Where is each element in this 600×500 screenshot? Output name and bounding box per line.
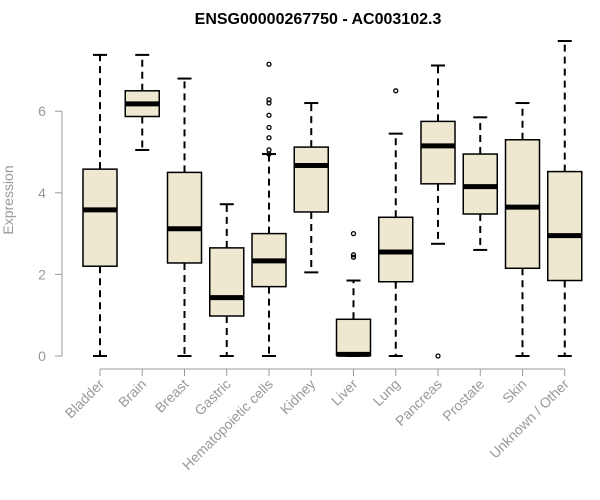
outlier-point <box>350 254 357 260</box>
iqr-box <box>504 139 541 270</box>
outlier-point <box>266 147 272 153</box>
x-tick-label: Skin <box>499 376 530 407</box>
x-tick-label: Liver <box>328 376 361 409</box>
outlier-point <box>435 353 441 359</box>
box-unknown-other <box>547 40 583 357</box>
iqr-box <box>293 146 329 213</box>
iqr-box <box>209 247 245 317</box>
box-brain <box>124 53 160 151</box>
x-tick-label: Brain <box>115 376 149 410</box>
x-tick-label: Unknown / Other <box>486 376 572 462</box>
y-tick-label: 4 <box>38 185 46 201</box>
x-tick-label: Pancreas <box>392 376 445 429</box>
box-gastric <box>209 203 245 357</box>
y-tick-label: 6 <box>38 103 46 119</box>
outlier-point <box>266 100 272 106</box>
boxes-group <box>82 40 583 359</box>
box-hematopoietic-cells <box>251 61 287 357</box>
outlier-point <box>266 112 272 118</box>
outlier-point <box>393 88 399 94</box>
x-tick-label: Kidney <box>277 376 319 418</box>
box-bladder <box>82 53 118 357</box>
y-tick-label: 0 <box>38 348 46 364</box>
box-breast <box>166 77 203 357</box>
x-tick-label: Breast <box>152 376 192 416</box>
box-kidney <box>293 102 329 274</box>
chart-title: ENSG00000267750 - AC003102.3 <box>195 11 442 28</box>
outlier-point <box>350 252 357 258</box>
outlier-point <box>266 135 272 141</box>
x-tick-label: Lung <box>370 376 403 409</box>
box-prostate <box>462 116 498 251</box>
iqr-box <box>166 171 203 264</box>
iqr-box <box>82 168 118 267</box>
outlier-point <box>266 97 272 103</box>
y-axis-label: Expression <box>0 165 16 234</box>
outlier-point <box>350 230 357 237</box>
iqr-box <box>547 170 583 282</box>
box-skin <box>504 102 541 357</box>
x-tick-label: Bladder <box>62 376 108 422</box>
box-liver <box>335 230 372 357</box>
box-lung <box>378 88 414 357</box>
iqr-box <box>462 153 498 215</box>
outlier-point <box>266 61 272 67</box>
box-pancreas <box>420 64 456 359</box>
x-tick-label: Prostate <box>439 376 487 424</box>
y-axis: 0 2 4 6 <box>38 103 63 364</box>
y-tick-label: 2 <box>38 266 46 282</box>
iqr-box <box>420 120 456 185</box>
outlier-point <box>266 124 272 131</box>
iqr-box <box>335 318 372 356</box>
